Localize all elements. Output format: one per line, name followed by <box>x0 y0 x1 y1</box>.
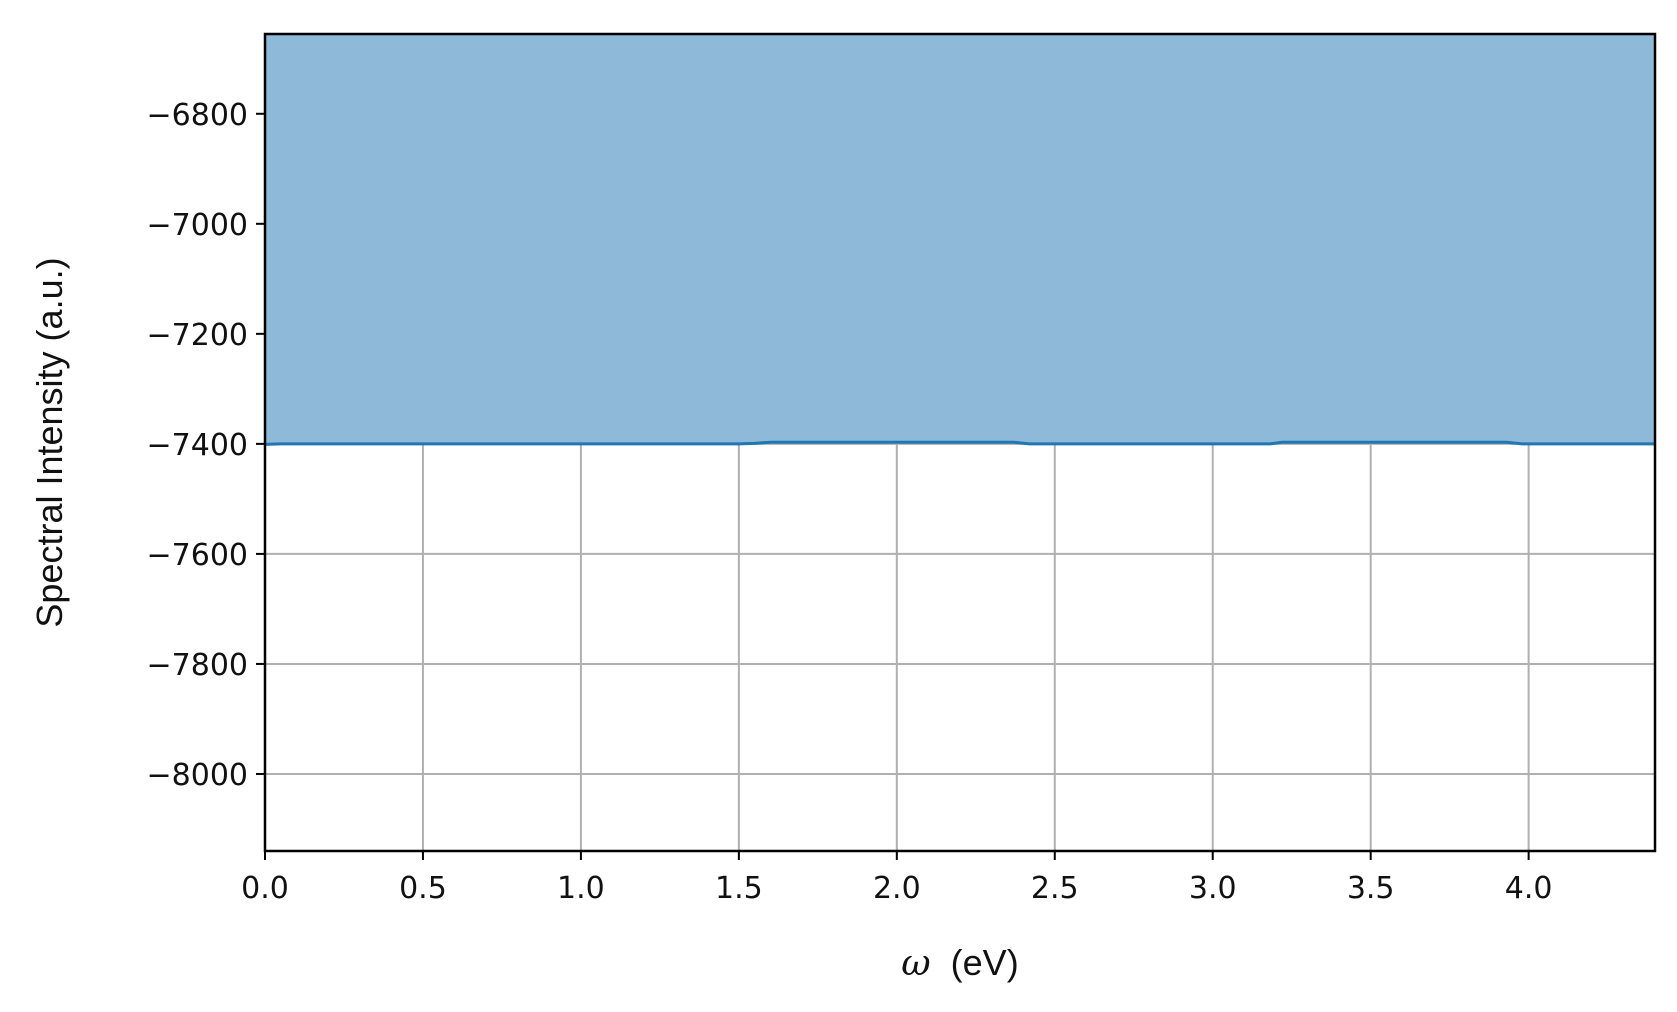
y-axis: −6800 −7000 −7200 −7400 −7600 −7800 −8000 <box>147 98 265 793</box>
x-axis-label: ω (eV) <box>901 942 1018 984</box>
y-tick-label-4: −7600 <box>147 538 248 573</box>
y-tick-label-1: −7000 <box>147 208 248 243</box>
x-tick-label-3: 1.5 <box>715 871 763 906</box>
series-line <box>264 440 1655 446</box>
y-tick-label-0: −6800 <box>147 98 248 133</box>
y-tick-label-2: −7200 <box>147 318 248 353</box>
y-tick-label-6: −8000 <box>147 758 248 793</box>
x-tick-label-2: 1.0 <box>557 871 605 906</box>
y-axis-label: Spectral Intensity (a.u.) <box>29 257 70 627</box>
x-axis-label-symbol: ω <box>901 943 930 984</box>
x-tick-label-8: 4.0 <box>1505 871 1553 906</box>
x-tick-label-4: 2.0 <box>873 871 921 906</box>
plot-frame <box>263 32 1657 853</box>
x-tick-label-5: 2.5 <box>1031 871 1079 906</box>
x-tick-label-7: 3.5 <box>1347 871 1395 906</box>
area-fill <box>265 34 1655 445</box>
x-tick-label-1: 0.5 <box>399 871 447 906</box>
x-axis: 0.0 0.5 1.0 1.5 2.0 2.5 3.0 3.5 4.0 <box>241 851 1552 906</box>
x-tick-label-6: 3.0 <box>1189 871 1237 906</box>
x-axis-label-unit: (eV) <box>951 942 1019 983</box>
y-tick-label-3: −7400 <box>147 428 248 463</box>
x-tick-label-0: 0.0 <box>241 871 289 906</box>
y-tick-label-5: −7800 <box>147 648 248 683</box>
